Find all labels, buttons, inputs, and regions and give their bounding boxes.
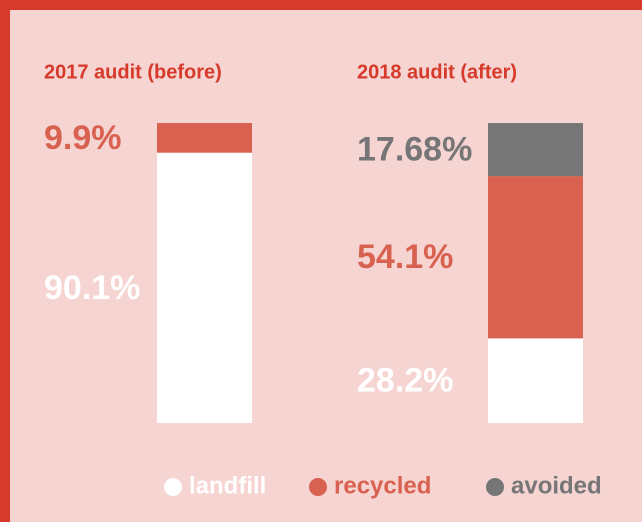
legend-marker bbox=[164, 478, 182, 496]
legend-label: landfill bbox=[189, 472, 266, 499]
category-label: 2018 audit (after) bbox=[357, 61, 517, 83]
bar-segment bbox=[488, 338, 583, 423]
bar-segment bbox=[157, 152, 252, 423]
value-label: 54.1% bbox=[357, 238, 453, 276]
category-label: 2017 audit (before) bbox=[44, 61, 222, 83]
value-label: 28.2% bbox=[357, 362, 453, 400]
legend-label: recycled bbox=[334, 472, 431, 499]
bar-segment bbox=[488, 176, 583, 339]
legend-marker bbox=[309, 478, 327, 496]
value-label: 90.1% bbox=[44, 269, 140, 307]
value-label: 9.9% bbox=[44, 119, 122, 157]
legend-label: avoided bbox=[511, 472, 602, 499]
bar-segment bbox=[157, 123, 252, 153]
bar-segment bbox=[488, 123, 583, 177]
value-label: 17.68% bbox=[357, 131, 472, 169]
legend-marker bbox=[486, 478, 504, 496]
